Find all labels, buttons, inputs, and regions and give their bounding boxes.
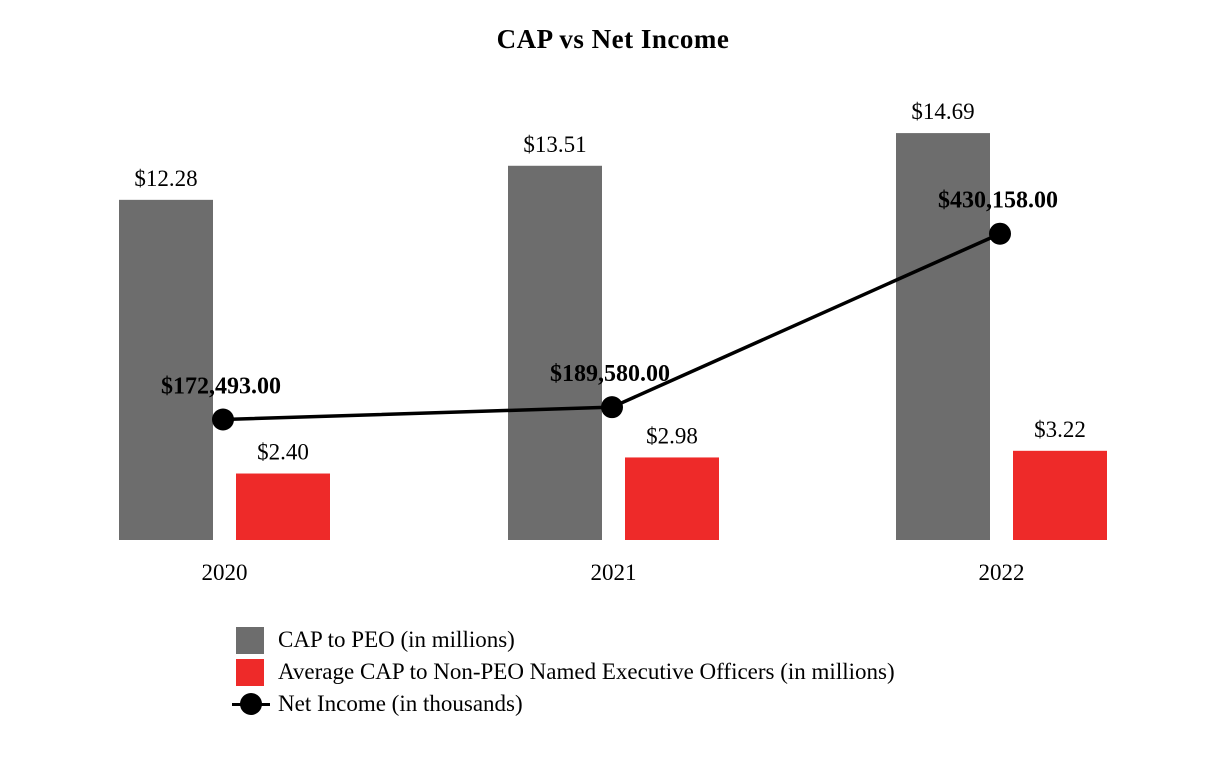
legend-item-net-income: Net Income (in thousands) — [232, 688, 895, 720]
data-label-avg-cap-non-peo-2022: $3.22 — [1034, 417, 1086, 442]
legend-label-net-income: Net Income (in thousands) — [278, 691, 523, 716]
x-tick-label-2021: 2021 — [591, 560, 637, 585]
bar-avg-cap-non-peo-2022 — [1013, 450, 1107, 540]
data-label-cap-peo-2022: $14.69 — [911, 99, 974, 124]
data-label-net-income-2021: $189,580.00 — [550, 361, 670, 387]
legend-swatch-avg-cap-non-peo — [236, 659, 264, 686]
legend-label-avg-cap-non-peo: Average CAP to Non-PEO Named Executive O… — [278, 659, 895, 684]
x-tick-label-2022: 2022 — [979, 560, 1025, 585]
data-label-cap-peo-2020: $12.28 — [134, 166, 197, 191]
series-line-net-income — [222, 232, 1001, 422]
data-label-avg-cap-non-peo-2021: $2.98 — [646, 423, 698, 448]
legend-marker-net-income — [240, 693, 262, 715]
point-net-income-2020 — [212, 408, 234, 431]
chart-title: CAP vs Net Income — [496, 24, 730, 54]
legend: CAP to PEO (in millions) Average CAP to … — [232, 624, 895, 720]
legend-item-cap-peo: CAP to PEO (in millions) — [232, 624, 895, 656]
data-label-net-income-2020: $172,493.00 — [161, 373, 281, 399]
bar-avg-cap-non-peo-2021 — [625, 457, 719, 540]
data-label-cap-peo-2021: $13.51 — [523, 132, 586, 157]
point-net-income-2022 — [989, 222, 1011, 245]
bar-avg-cap-non-peo-2020 — [236, 473, 330, 540]
bar-cap-peo-2022 — [896, 133, 990, 540]
data-label-net-income-2022: $430,158.00 — [938, 188, 1058, 214]
point-net-income-2021 — [601, 396, 623, 419]
legend-label-cap-peo: CAP to PEO (in millions) — [278, 627, 515, 652]
x-tick-label-2020: 2020 — [202, 560, 248, 585]
bar-cap-peo-2020 — [119, 199, 213, 540]
bar-cap-peo-2021 — [508, 165, 602, 540]
data-label-avg-cap-non-peo-2020: $2.40 — [257, 440, 309, 465]
legend-item-avg-cap-non-peo: Average CAP to Non-PEO Named Executive O… — [232, 656, 895, 688]
legend-swatch-cap-peo — [236, 627, 264, 654]
